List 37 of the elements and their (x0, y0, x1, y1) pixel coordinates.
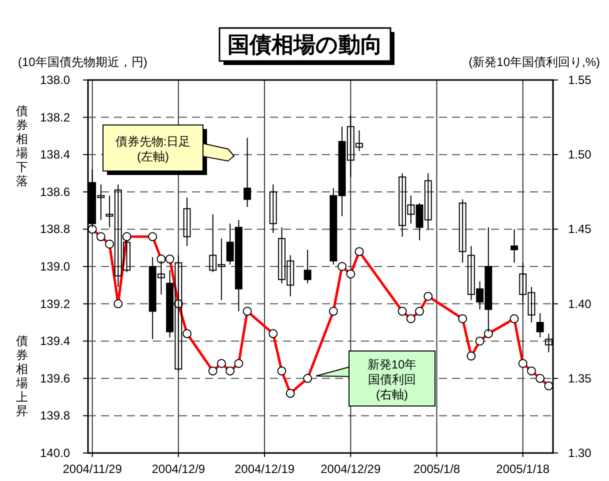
y-tick-label: 138.2 (40, 110, 70, 124)
y2-tick-label: 1.55 (568, 73, 592, 87)
x-tick-label: 2004/12/9 (152, 462, 206, 476)
y-tick-label: 138.6 (40, 184, 70, 199)
candlestick (244, 137, 252, 208)
y-tick-label: 138.4 (40, 148, 70, 162)
y2-tick-label: 1.40 (568, 296, 592, 311)
y2-axis-title: (新発10年国債利回り,%) (468, 55, 600, 69)
candlestick (510, 228, 518, 264)
y-tick-label: 139.6 (40, 371, 70, 386)
y2-tick-label: 1.50 (568, 148, 592, 162)
annotation: 新発10年国債利回(右軸) (367, 358, 417, 402)
x-tick-label: 2004/11/29 (62, 462, 122, 476)
y-tick-label: 139.4 (40, 334, 70, 348)
y2-tick-label: 1.35 (568, 371, 592, 386)
x-tick-label: 2005/1/18 (496, 462, 550, 476)
x-tick-label: 2005/1/8 (413, 462, 460, 476)
y-tick-label: 138.8 (40, 222, 70, 236)
x-tick-label: 2004/12/19 (234, 462, 295, 476)
annotation: 債券先物:日足(左軸) (115, 134, 191, 164)
y-tick-label: 139.0 (40, 260, 70, 274)
candlestick (536, 312, 544, 338)
y-tick-label: 140.0 (40, 446, 70, 460)
text: 債券相場上昇 (15, 334, 28, 418)
y-axis-title: (10年国債先物期近，円) (18, 55, 148, 69)
candlestick (269, 184, 277, 234)
y2-tick-label: 1.30 (568, 446, 592, 460)
x-tick-label: 2004/12/29 (320, 462, 381, 476)
y2-tick-label: 1.45 (568, 222, 592, 236)
candlestick (458, 198, 466, 264)
candlestick (183, 196, 191, 246)
title: 国債相場の動向 (228, 32, 382, 57)
y-tick-label: 138.0 (40, 73, 70, 87)
y-tick-label: 139.8 (40, 408, 70, 423)
candlestick (304, 249, 312, 284)
text: 債券相場下落 (15, 104, 28, 188)
y-tick-label: 139.2 (40, 296, 70, 311)
